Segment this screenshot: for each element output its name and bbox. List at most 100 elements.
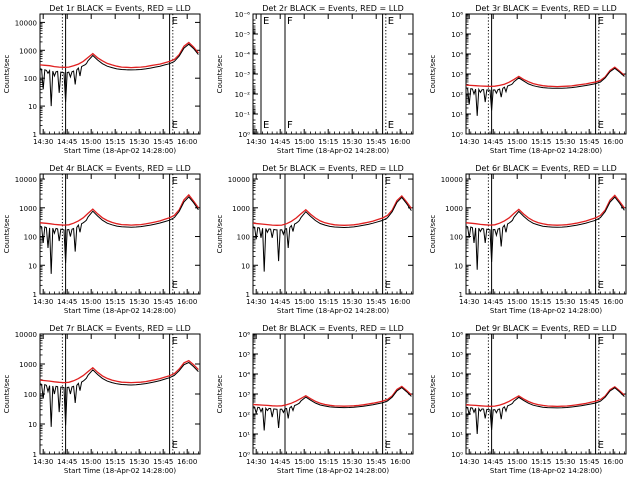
- y-tick-label: 10⁶: [238, 331, 250, 339]
- chart-panel-det6: Det 6r BLACK = Events, RED = LLD Counts/s…: [429, 164, 627, 315]
- x-tick-label: 15:00: [81, 138, 101, 146]
- x-tick-label: 15:30: [129, 298, 149, 306]
- y-tick-label: 10⁻⁵: [235, 31, 251, 39]
- x-tick-label: 14:45: [483, 138, 503, 146]
- x-tick-label: 14:45: [57, 298, 77, 306]
- x-tick-label: 15:15: [531, 138, 551, 146]
- chart-title: Det 2r BLACK = Events, RED = LLD: [262, 4, 404, 13]
- x-tick-label: 14:45: [270, 458, 290, 466]
- event-marker-label-top: E: [598, 16, 604, 27]
- x-tick-label: 15:30: [555, 298, 575, 306]
- y-tick-label: 1000: [232, 205, 250, 213]
- x-tick-label: 14:30: [246, 298, 266, 306]
- y-tick-label: 10⁻²: [235, 91, 251, 99]
- y-tick-label: 10000: [441, 176, 463, 184]
- x-tick-label: 15:00: [507, 138, 527, 146]
- y-tick-label: 10⁴: [451, 371, 463, 379]
- chart-title: Det 7r BLACK = Events, RED = LLD: [49, 324, 191, 333]
- event-marker-label-top: E: [388, 16, 394, 27]
- x-tick-label: 14:30: [459, 298, 479, 306]
- event-marker-label: E: [388, 120, 394, 131]
- y-tick-label: 10³: [238, 391, 250, 399]
- y-tick-label: 10²: [451, 411, 463, 419]
- event-marker-label-top: F: [287, 16, 293, 27]
- chart-panel-det8: Det 8r BLACK = Events, RED = LLD Counts/s…: [216, 324, 414, 475]
- x-tick-label: 15:00: [294, 298, 314, 306]
- y-axis-label: Counts/sec: [429, 375, 437, 414]
- series-events-line: [40, 43, 199, 107]
- x-tick-label: 15:45: [153, 298, 173, 306]
- y-tick-label: 10⁵: [451, 31, 463, 39]
- chart-panel-det7: Det 7r BLACK = Events, RED = LLD Counts/s…: [3, 324, 201, 475]
- chart-panel-det1: Det 1r BLACK = Events, RED = LLD Counts/s…: [3, 4, 201, 155]
- x-axis-label: Start Time (18-Apr-02 14:28:00): [64, 147, 176, 155]
- x-tick-label: 16:00: [603, 458, 623, 466]
- x-tick-label: 14:30: [246, 458, 266, 466]
- x-tick-label: 15:15: [318, 138, 338, 146]
- x-tick-label: 15:15: [531, 458, 551, 466]
- series-events-line: [40, 361, 199, 427]
- series-lld-line: [40, 359, 199, 384]
- event-marker-label: E: [172, 440, 178, 451]
- event-marker-label: F: [287, 120, 293, 131]
- x-tick-label: 15:15: [318, 298, 338, 306]
- x-tick-label: 15:15: [105, 138, 125, 146]
- x-tick-label: 16:00: [390, 458, 410, 466]
- x-tick-label: 14:30: [459, 138, 479, 146]
- y-tick-label: 1: [33, 291, 37, 299]
- x-tick-label: 15:15: [318, 458, 338, 466]
- event-marker-label-top: E: [598, 176, 604, 187]
- x-tick-label: 15:45: [366, 138, 386, 146]
- y-tick-label: 1000: [19, 205, 37, 213]
- plot-frame: [465, 173, 627, 295]
- x-tick-label: 15:30: [342, 298, 362, 306]
- x-tick-label: 16:00: [603, 138, 623, 146]
- event-marker-label: E: [172, 280, 178, 291]
- y-axis-label: Counts/sec: [429, 215, 437, 254]
- y-tick-label: 10⁻¹: [235, 111, 251, 119]
- y-tick-label: 100: [24, 75, 37, 83]
- x-tick-label: 15:15: [105, 458, 125, 466]
- x-tick-label: 16:00: [177, 138, 197, 146]
- chart-title: Det 1r BLACK = Events, RED = LLD: [49, 4, 191, 13]
- y-tick-label: 100: [24, 391, 37, 399]
- chart-panel-det3: Det 3r BLACK = Events, RED = LLD Counts/s…: [429, 4, 627, 155]
- series-lld-line: [40, 193, 199, 226]
- x-tick-label: 15:30: [129, 458, 149, 466]
- y-tick-label: 10000: [228, 176, 250, 184]
- x-tick-label: 14:45: [483, 458, 503, 466]
- series-events-line: [253, 386, 412, 431]
- chart-title: Det 6r BLACK = Events, RED = LLD: [475, 164, 617, 173]
- y-tick-label: 10⁰: [451, 451, 463, 459]
- y-tick-label: 10³: [451, 391, 463, 399]
- series-lld-line: [466, 386, 625, 408]
- event-marker-label-top: E: [385, 176, 391, 187]
- x-axis-label: Start Time (18-Apr-02 14:28:00): [64, 307, 176, 315]
- y-tick-label: 10000: [15, 19, 37, 27]
- y-tick-label: 10⁻⁶: [235, 11, 251, 19]
- y-tick-label: 10⁻⁴: [235, 51, 251, 59]
- y-tick-label: 10: [454, 262, 463, 270]
- y-tick-label: 10⁰: [238, 451, 250, 459]
- y-axis-label: Counts/sec: [216, 375, 224, 414]
- x-axis-label: Start Time (18-Apr-02 14:28:00): [490, 467, 602, 475]
- chart-title: Det 4r BLACK = Events, RED = LLD: [49, 164, 191, 173]
- x-tick-label: 16:00: [177, 298, 197, 306]
- y-tick-label: 1000: [19, 361, 37, 369]
- x-tick-label: 15:30: [342, 458, 362, 466]
- event-marker-label-top: E: [385, 336, 391, 347]
- event-marker-label: E: [263, 120, 269, 131]
- y-tick-label: 1000: [445, 205, 463, 213]
- x-tick-label: 14:45: [270, 138, 290, 146]
- y-axis-label: Counts/sec: [3, 55, 11, 94]
- y-tick-label: 1000: [19, 47, 37, 55]
- x-tick-label: 15:00: [294, 138, 314, 146]
- plot-frame: [39, 173, 201, 295]
- series-lld-line: [466, 194, 625, 226]
- series-lld-line: [253, 385, 412, 407]
- y-tick-label: 10⁴: [238, 371, 250, 379]
- x-tick-label: 15:00: [507, 458, 527, 466]
- x-tick-label: 15:45: [366, 298, 386, 306]
- y-tick-label: 10⁶: [451, 11, 463, 19]
